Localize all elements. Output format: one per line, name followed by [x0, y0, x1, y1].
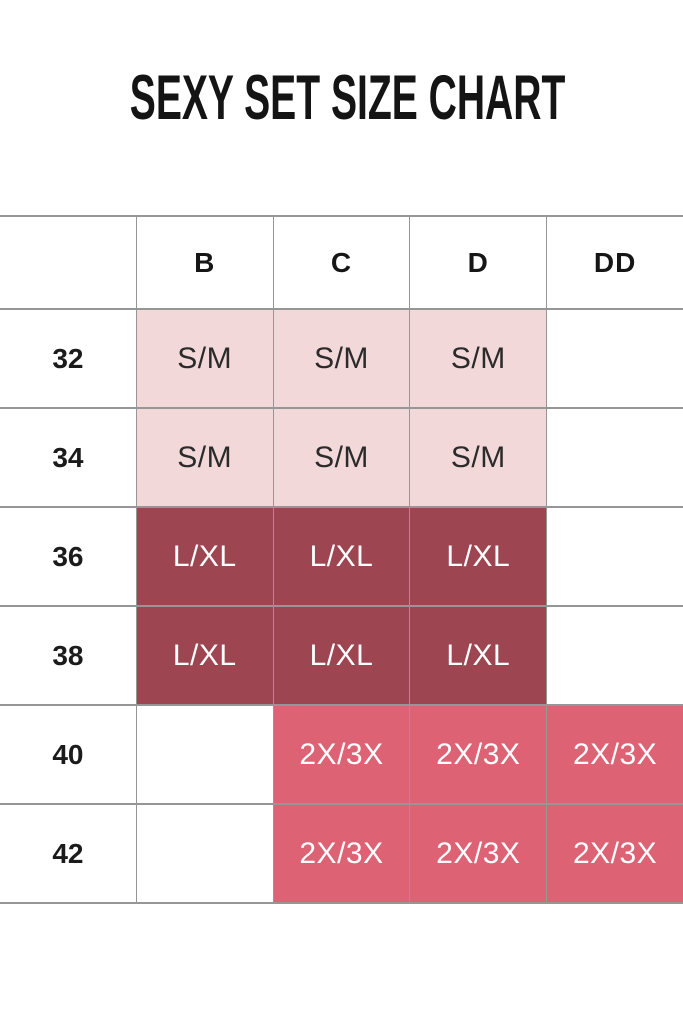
table-row-42: 42 2X/3X 2X/3X 2X/3X: [0, 803, 683, 904]
corner-cell: [0, 215, 137, 310]
table-row-36: 36 L/XL L/XL L/XL: [0, 506, 683, 607]
table-body: 32 S/M S/M S/M 34 S/M S/M S/M 36 L/XL L/…: [0, 308, 683, 904]
page-title: SEXY SET SIZE CHART: [129, 63, 566, 133]
table-row-40: 40 2X/3X 2X/3X 2X/3X: [0, 704, 683, 805]
column-header-dd: DD: [546, 215, 683, 310]
size-cell: S/M: [409, 308, 547, 409]
row-label: 34: [0, 407, 137, 508]
table-row-38: 38 L/XL L/XL L/XL: [0, 605, 683, 706]
size-cell: 2X/3X: [409, 803, 547, 904]
size-cell: [135, 704, 274, 805]
size-cell: 2X/3X: [546, 803, 683, 904]
header-row: B C D DD: [0, 215, 683, 310]
size-cell: [546, 407, 683, 508]
size-cell: S/M: [135, 308, 274, 409]
size-cell: [546, 506, 683, 607]
column-header-b: B: [135, 215, 274, 310]
table-header: B C D DD: [0, 215, 683, 310]
table-row-32: 32 S/M S/M S/M: [0, 308, 683, 409]
size-chart-table: B C D DD 32 S/M S/M S/M 34 S/M S/M S/M: [0, 215, 683, 904]
column-header-c: C: [272, 215, 410, 310]
size-cell: 2X/3X: [272, 704, 410, 805]
column-header-d: D: [409, 215, 547, 310]
size-cell: S/M: [135, 407, 274, 508]
size-cell: S/M: [272, 308, 410, 409]
size-cell: L/XL: [272, 506, 410, 607]
row-label: 42: [0, 803, 137, 904]
size-cell: S/M: [272, 407, 410, 508]
size-cell: [135, 803, 274, 904]
table-row-34: 34 S/M S/M S/M: [0, 407, 683, 508]
size-cell: 2X/3X: [272, 803, 410, 904]
row-label: 32: [0, 308, 137, 409]
size-cell: 2X/3X: [409, 704, 547, 805]
size-cell: L/XL: [135, 605, 274, 706]
row-label: 40: [0, 704, 137, 805]
size-cell: S/M: [409, 407, 547, 508]
row-label: 36: [0, 506, 137, 607]
row-label: 38: [0, 605, 137, 706]
size-cell: 2X/3X: [546, 704, 683, 805]
size-cell: L/XL: [272, 605, 410, 706]
size-cell: L/XL: [135, 506, 274, 607]
size-cell: [546, 605, 683, 706]
size-cell: [546, 308, 683, 409]
size-cell: L/XL: [409, 506, 547, 607]
size-cell: L/XL: [409, 605, 547, 706]
